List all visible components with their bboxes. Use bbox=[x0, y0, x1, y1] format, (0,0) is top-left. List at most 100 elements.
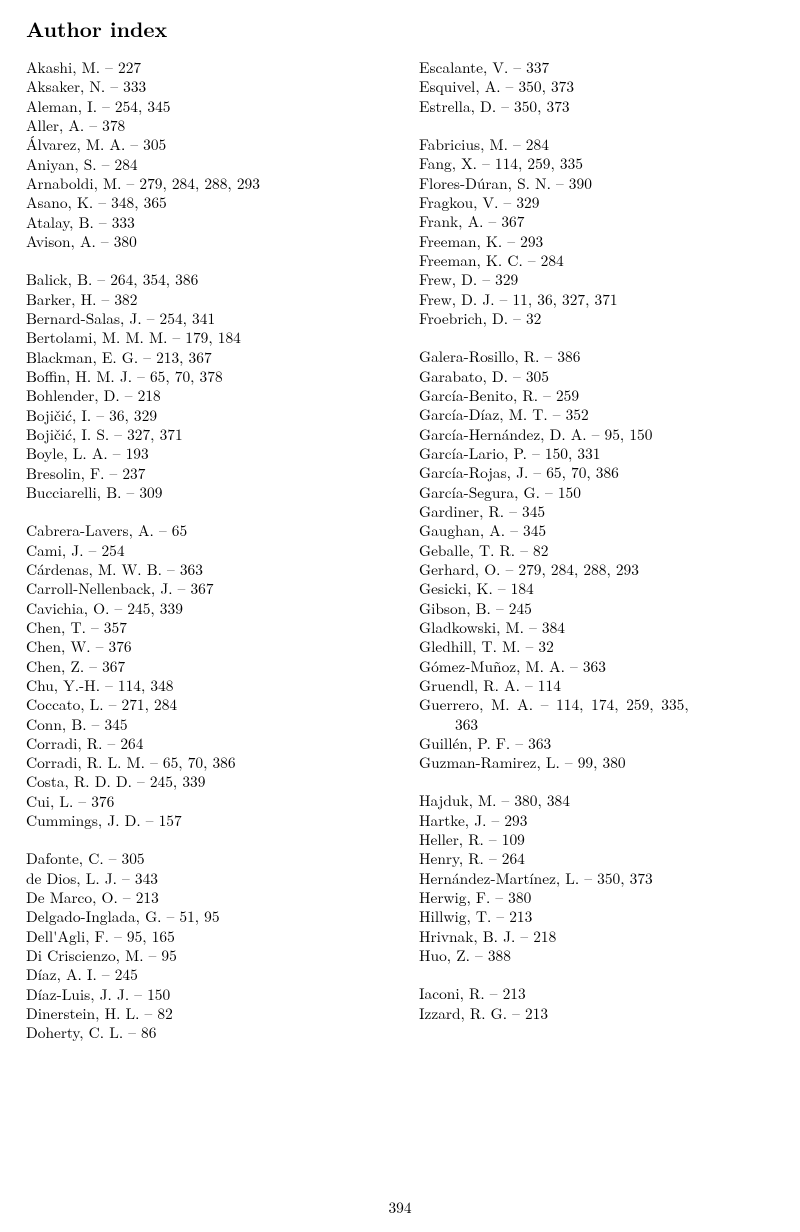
page-title: Author index bbox=[26, 14, 770, 44]
author-entry: Guillén, P. F. – 363 bbox=[419, 734, 770, 753]
author-entry: Guzman-Ramirez, L. – 99, 380 bbox=[419, 753, 770, 772]
author-entry: García-Benito, R. – 259 bbox=[419, 386, 770, 405]
page-number: 394 bbox=[0, 1197, 800, 1218]
group-gap bbox=[26, 251, 377, 270]
author-entry: Froebrich, D. – 32 bbox=[419, 309, 770, 328]
author-entry: Galera-Rosillo, R. – 386 bbox=[419, 347, 770, 366]
author-entry: Chen, Z. – 367 bbox=[26, 657, 377, 676]
author-entry: Corradi, R. L. M. – 65, 70, 386 bbox=[26, 753, 377, 772]
author-entry: Iaconi, R. – 213 bbox=[419, 984, 770, 1003]
author-entry: Herwig, F. – 380 bbox=[419, 888, 770, 907]
author-entry: Gesicki, K. – 184 bbox=[419, 579, 770, 598]
author-entry: Cui, L. – 376 bbox=[26, 792, 377, 811]
author-entry: Chu, Y.-H. – 114, 348 bbox=[26, 676, 377, 695]
author-entry: Atalay, B. – 333 bbox=[26, 213, 377, 232]
author-entry: Chen, W. – 376 bbox=[26, 637, 377, 656]
author-entry: Cárdenas, M. W. B. – 363 bbox=[26, 560, 377, 579]
author-entry: Chen, T. – 357 bbox=[26, 618, 377, 637]
author-entry: Gerhard, O. – 279, 284, 288, 293 bbox=[419, 560, 770, 579]
author-entry: Balick, B. – 264, 354, 386 bbox=[26, 270, 377, 289]
author-entry: Díaz-Luis, J. J. – 150 bbox=[26, 985, 377, 1004]
author-entry: García-Rojas, J. – 65, 70, 386 bbox=[419, 463, 770, 482]
author-entry: Cavichia, O. – 245, 339 bbox=[26, 599, 377, 618]
author-entry: Fabricius, M. – 284 bbox=[419, 135, 770, 154]
group-gap bbox=[26, 830, 377, 849]
author-entry: Guerrero, M. A. – 114, 174, 259, 335, bbox=[419, 695, 770, 714]
author-entry: Escalante, V. – 337 bbox=[419, 58, 770, 77]
author-entry: Coccato, L. – 271, 284 bbox=[26, 695, 377, 714]
author-entry: Gibson, B. – 245 bbox=[419, 599, 770, 618]
author-entry: Hajduk, M. – 380, 384 bbox=[419, 791, 770, 810]
author-entry: Cummings, J. D. – 157 bbox=[26, 811, 377, 830]
author-entry: Estrella, D. – 350, 373 bbox=[419, 97, 770, 116]
author-entry: Aksaker, N. – 333 bbox=[26, 77, 377, 96]
left-column: Akashi, M. – 227Aksaker, N. – 333Aleman,… bbox=[26, 58, 377, 1043]
author-entry: Bertolami, M. M. M. – 179, 184 bbox=[26, 328, 377, 347]
author-entry: Gledhill, T. M. – 32 bbox=[419, 637, 770, 656]
author-entry: Aleman, I. – 254, 345 bbox=[26, 97, 377, 116]
author-entry: Esquivel, A. – 350, 373 bbox=[419, 77, 770, 96]
author-entry: Hrivnak, B. J. – 218 bbox=[419, 927, 770, 946]
author-entry: García-Hernández, D. A. – 95, 150 bbox=[419, 425, 770, 444]
author-entry: Gaughan, A. – 345 bbox=[419, 521, 770, 540]
group-gap bbox=[419, 116, 770, 135]
author-entry: Gruendl, R. A. – 114 bbox=[419, 676, 770, 695]
author-entry: Fang, X. – 114, 259, 335 bbox=[419, 154, 770, 173]
author-entry: Hernández-Martínez, L. – 350, 373 bbox=[419, 869, 770, 888]
author-entry: Boyle, L. A. – 193 bbox=[26, 444, 377, 463]
author-entry: Dafonte, C. – 305 bbox=[26, 849, 377, 868]
author-entry: Doherty, C. L. – 86 bbox=[26, 1023, 377, 1042]
author-entry: Bucciarelli, B. – 309 bbox=[26, 483, 377, 502]
author-entry: Gómez-Muñoz, M. A. – 363 bbox=[419, 657, 770, 676]
author-entry: Henry, R. – 264 bbox=[419, 849, 770, 868]
author-entry: Gladkowski, M. – 384 bbox=[419, 618, 770, 637]
author-entry: Garabato, D. – 305 bbox=[419, 367, 770, 386]
author-entry: Hartke, J. – 293 bbox=[419, 811, 770, 830]
author-entry: Dell'Agli, F. – 95, 165 bbox=[26, 927, 377, 946]
author-entry: García-Díaz, M. T. – 352 bbox=[419, 405, 770, 424]
author-entry: García-Lario, P. – 150, 331 bbox=[419, 444, 770, 463]
author-entry: Conn, B. – 345 bbox=[26, 715, 377, 734]
group-gap bbox=[419, 328, 770, 347]
author-entry: Fragkou, V. – 329 bbox=[419, 193, 770, 212]
index-columns: Akashi, M. – 227Aksaker, N. – 333Aleman,… bbox=[26, 58, 770, 1043]
author-entry: Asano, K. – 348, 365 bbox=[26, 193, 377, 212]
author-entry: Gardiner, R. – 345 bbox=[419, 502, 770, 521]
author-entry: Dinerstein, H. L. – 82 bbox=[26, 1004, 377, 1023]
author-entry: Cami, J. – 254 bbox=[26, 541, 377, 560]
author-entry: Frew, D. J. – 11, 36, 327, 371 bbox=[419, 290, 770, 309]
author-entry: Izzard, R. G. – 213 bbox=[419, 1004, 770, 1023]
author-entry: Akashi, M. – 227 bbox=[26, 58, 377, 77]
author-entry: Aller, A. – 378 bbox=[26, 116, 377, 135]
author-entry: Geballe, T. R. – 82 bbox=[419, 541, 770, 560]
author-entry: Bojičić, I. S. – 327, 371 bbox=[26, 425, 377, 444]
author-entry: Díaz, A. I. – 245 bbox=[26, 965, 377, 984]
author-entry: Corradi, R. – 264 bbox=[26, 734, 377, 753]
group-gap bbox=[419, 772, 770, 791]
author-entry: de Dios, L. J. – 343 bbox=[26, 869, 377, 888]
author-entry: Hillwig, T. – 213 bbox=[419, 907, 770, 926]
author-entry: Costa, R. D. D. – 245, 339 bbox=[26, 772, 377, 791]
author-entry: Álvarez, M. A. – 305 bbox=[26, 135, 377, 154]
author-entry: García-Segura, G. – 150 bbox=[419, 483, 770, 502]
author-entry: Frew, D. – 329 bbox=[419, 270, 770, 289]
right-column: Escalante, V. – 337Esquivel, A. – 350, 3… bbox=[419, 58, 770, 1043]
author-entry: Delgado-Inglada, G. – 51, 95 bbox=[26, 907, 377, 926]
author-entry: De Marco, O. – 213 bbox=[26, 888, 377, 907]
author-entry: Carroll-Nellenback, J. – 367 bbox=[26, 579, 377, 598]
author-entry: Aniyan, S. – 284 bbox=[26, 155, 377, 174]
author-entry: Huo, Z. – 388 bbox=[419, 946, 770, 965]
author-entry: Heller, R. – 109 bbox=[419, 830, 770, 849]
author-entry: Bernard-Salas, J. – 254, 341 bbox=[26, 309, 377, 328]
author-entry: Barker, H. – 382 bbox=[26, 290, 377, 309]
author-entry: Bojičić, I. – 36, 329 bbox=[26, 406, 377, 425]
author-entry: Cabrera-Lavers, A. – 65 bbox=[26, 521, 377, 540]
author-entry: Flores-Dúran, S. N. – 390 bbox=[419, 174, 770, 193]
author-entry: Boffin, H. M. J. – 65, 70, 378 bbox=[26, 367, 377, 386]
group-gap bbox=[26, 502, 377, 521]
author-entry: Frank, A. – 367 bbox=[419, 212, 770, 231]
author-entry: Avison, A. – 380 bbox=[26, 232, 377, 251]
author-entry: Blackman, E. G. – 213, 367 bbox=[26, 348, 377, 367]
author-entry: Freeman, K. – 293 bbox=[419, 232, 770, 251]
author-entry: Freeman, K. C. – 284 bbox=[419, 251, 770, 270]
